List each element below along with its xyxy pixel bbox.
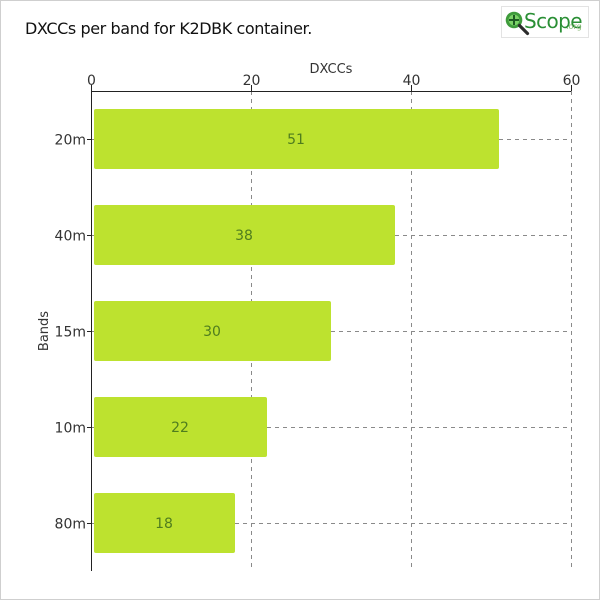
bar-value-label: 51 (287, 132, 305, 148)
bar-80m (94, 493, 235, 553)
bars-layer (94, 109, 499, 553)
labels-layer: 51 38 30 22 18 0 20 40 60 20m 40m 15m 10m 80m (55, 73, 581, 533)
logo-text: Scope (524, 9, 583, 33)
logo-suffix: .org (566, 22, 582, 31)
x-axis-label: DXCCs (310, 62, 353, 77)
bar-value-label: 22 (171, 420, 189, 436)
x-tick-label: 60 (563, 73, 581, 89)
bar-value-label: 18 (155, 516, 173, 532)
chart-title: DXCCs per band for K2DBK container. (25, 19, 312, 38)
y-tick-label: 40m (55, 229, 86, 245)
bar-value-label: 38 (235, 228, 253, 244)
x-tick-label: 0 (87, 73, 96, 89)
magnifier-logo-icon (505, 11, 530, 36)
y-tick-label: 80m (55, 517, 86, 533)
bar-40m (94, 205, 395, 265)
bar-20m (94, 109, 499, 169)
x-tick-label: 40 (403, 73, 421, 89)
y-tick-label: 20m (55, 133, 86, 149)
bar-value-label: 30 (203, 324, 221, 340)
axis-layer (87, 85, 572, 571)
x-tick-label: 20 (243, 73, 261, 89)
y-tick-label: 10m (55, 421, 86, 437)
y-axis-label: Bands (37, 311, 52, 351)
y-tick-label: 15m (55, 325, 86, 341)
bar-10m (94, 397, 267, 457)
bar-15m (94, 301, 331, 361)
site-logo[interactable]: Scope .org (501, 6, 589, 38)
